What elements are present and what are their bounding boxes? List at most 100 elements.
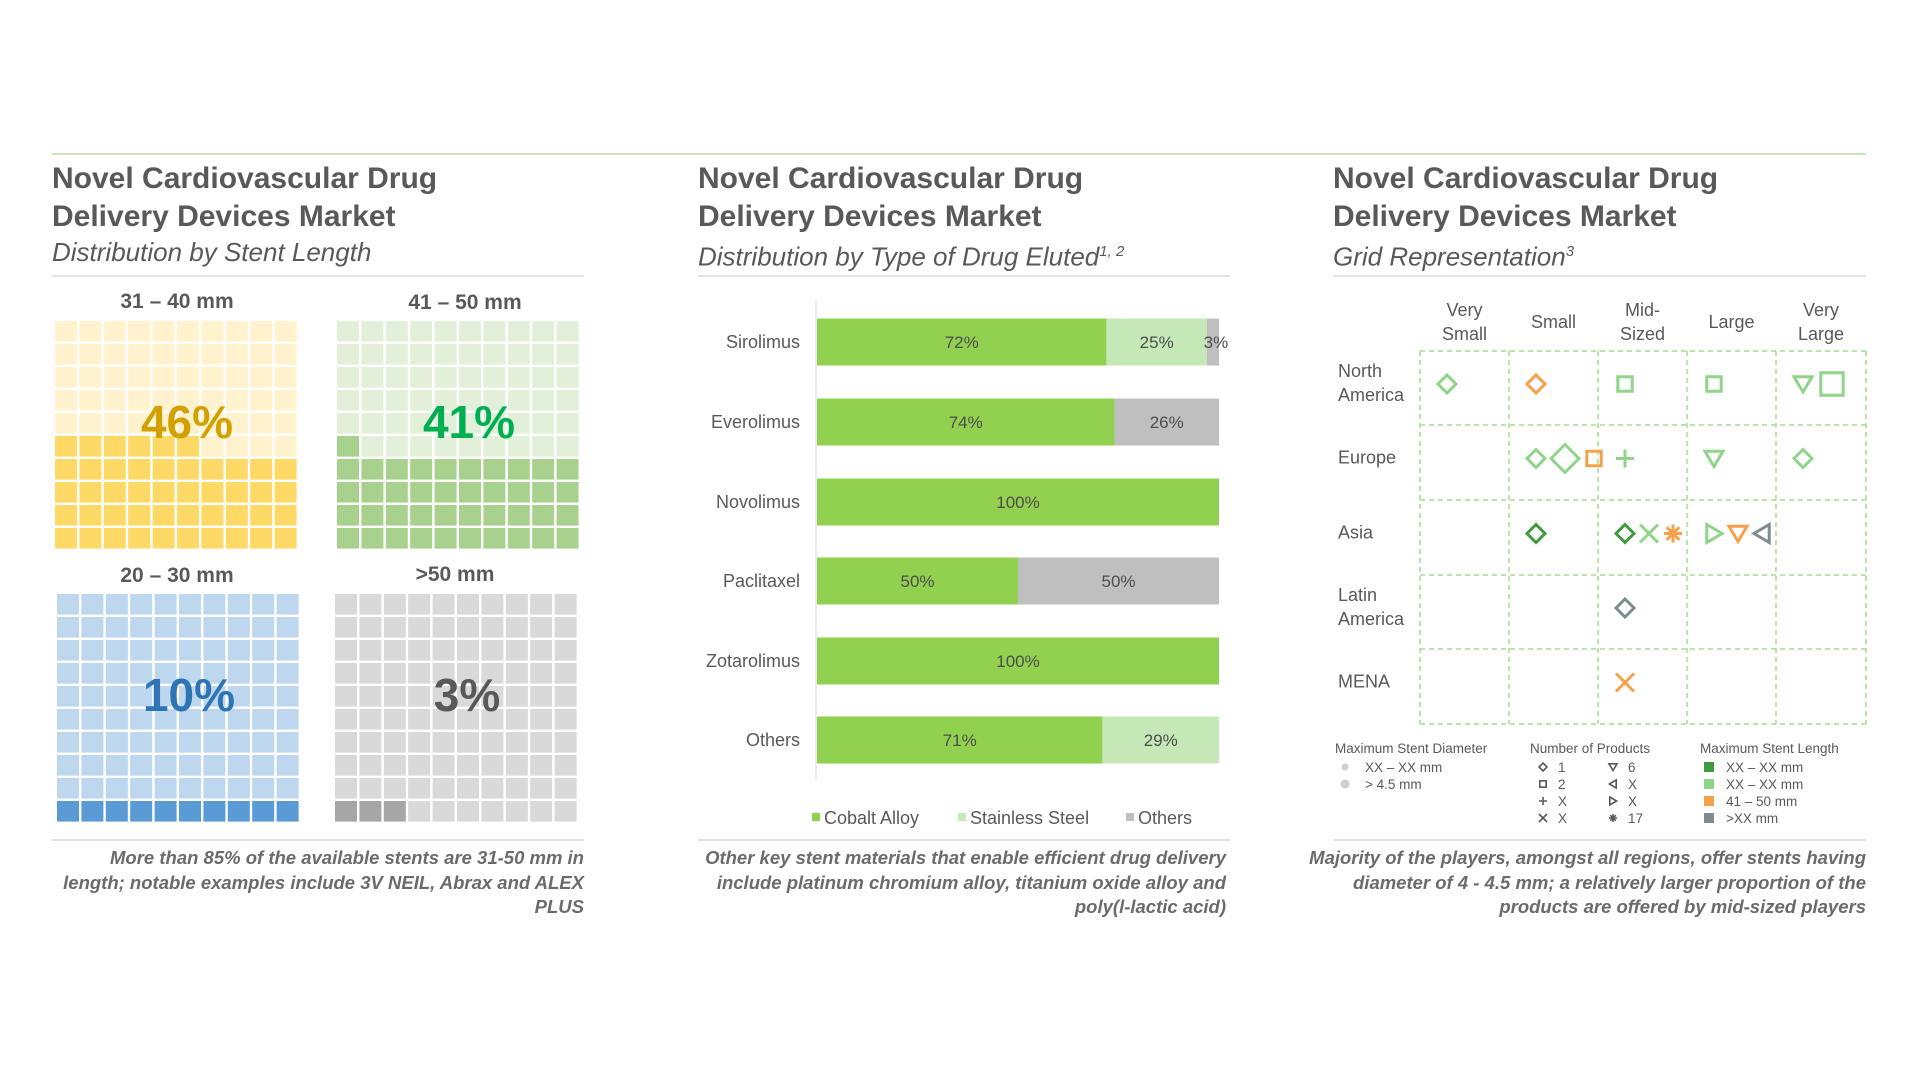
waffle-cell-filled (57, 801, 79, 822)
waffle-cell-filled (128, 459, 151, 480)
waffle-cell-empty (177, 321, 199, 342)
waffle-cell-empty (337, 390, 359, 411)
waffle-cell-empty (225, 413, 248, 434)
waffle-cell-empty (152, 321, 175, 342)
square-icon (1616, 375, 1634, 393)
waffle-cell-empty (103, 344, 126, 365)
waffle-cell-empty (79, 413, 102, 434)
grid-cell (1705, 375, 1723, 393)
grid-cell (1705, 521, 1771, 546)
waffle-cell-empty (530, 709, 553, 730)
waffle-cell-empty (55, 344, 77, 365)
waffle-cell-filled (55, 459, 77, 480)
waffle-cell-empty (459, 321, 481, 342)
waffle-cell-empty (179, 617, 201, 638)
column-header: Very Large (1798, 300, 1844, 344)
waffle-cell-empty (385, 436, 408, 457)
waffle-cell-empty (55, 413, 77, 434)
waffle-cell-empty (105, 778, 128, 799)
legend-item: Cobalt Alloy (812, 808, 919, 828)
waffle-cell-empty (154, 617, 177, 638)
waffle-cell-empty (554, 617, 577, 638)
waffle-cell-filled (177, 505, 199, 526)
waffle-cell-empty (227, 709, 250, 730)
footnote-ref: 1, 2 (1099, 243, 1125, 260)
waffle-cell-empty (432, 755, 455, 776)
waffle-cell-filled (79, 528, 102, 549)
waffle-cell-empty (457, 778, 479, 799)
waffle-cell-filled (385, 505, 408, 526)
waffle-cell-empty (457, 663, 479, 684)
waffle-cell-filled (177, 459, 199, 480)
waffle-cell-empty (128, 344, 151, 365)
legend-label: Others (1138, 808, 1192, 828)
waffle-cell-filled (385, 528, 408, 549)
waffle-cell-filled (79, 482, 102, 503)
waffle-cell-empty (507, 367, 530, 388)
waffle-cell-empty (335, 686, 357, 707)
waffle-cell-empty (481, 801, 504, 822)
waffle-cell-empty (152, 413, 175, 434)
waffle-cell-filled (154, 801, 177, 822)
bar-segment (817, 318, 1107, 366)
circle-icon (1340, 779, 1350, 789)
waffle-cell-filled (274, 482, 297, 503)
subtitle-text: Grid Representation (1333, 241, 1566, 272)
legend-label: X (1628, 794, 1637, 809)
waffle-cell-empty (128, 413, 151, 434)
waffle-cell-empty (252, 640, 275, 661)
column-header: Small (1531, 312, 1576, 332)
waffle-cell-empty (335, 732, 357, 753)
waffle-cell-empty (530, 778, 553, 799)
waffle-cell-empty (154, 686, 177, 707)
title-line-2: Delivery Devices Market (52, 200, 396, 233)
waffle-cell-empty (225, 367, 248, 388)
waffle-cell-empty (556, 390, 579, 411)
waffle-cell-empty (130, 640, 153, 661)
waffle-cell-empty (359, 663, 382, 684)
diamond-icon (1524, 447, 1548, 470)
waffle-cell-empty (203, 686, 226, 707)
legend-swatch (1704, 796, 1714, 806)
bar-segment (817, 716, 1103, 764)
waffle-cell-empty (507, 390, 530, 411)
legend-title: Number of Products (1530, 741, 1650, 756)
waffle-cell-empty (276, 755, 299, 776)
waffle-cell-empty (383, 686, 406, 707)
waffle-cell-empty (554, 663, 577, 684)
waffle-cell-filled (250, 482, 273, 503)
data-label: 100% (996, 652, 1039, 671)
waffle-cell-empty (554, 732, 577, 753)
waffle-cell-empty (201, 367, 224, 388)
waffle-cell-filled (274, 505, 297, 526)
waffle-cell-filled (410, 505, 433, 526)
waffle-cell-empty (105, 732, 128, 753)
legend-swatch (1704, 779, 1714, 789)
waffle-cell-filled (103, 482, 126, 503)
waffle-cell-empty (556, 413, 579, 434)
waffle-cell-empty (432, 709, 455, 730)
waffle-cell-filled (532, 482, 555, 503)
waffle-cell-empty (105, 686, 128, 707)
waffle-cell-empty (361, 436, 384, 457)
legend-label: 1 (1558, 760, 1566, 775)
waffle-label: 31 – 40 mm (120, 290, 233, 313)
waffle-cell-filled (337, 505, 359, 526)
waffle-cell-filled (556, 528, 579, 549)
waffle-cell-filled (337, 528, 359, 549)
waffle-cell-empty (276, 686, 299, 707)
waffle-cell-empty (250, 344, 273, 365)
waffle-cell-empty (105, 594, 128, 615)
waffle-cell-empty (250, 390, 273, 411)
waffle-cell-empty (507, 413, 530, 434)
data-label: 50% (1101, 572, 1135, 591)
waffle-cell-filled (459, 528, 481, 549)
waffle-cell-empty (276, 732, 299, 753)
data-label: 71% (943, 731, 977, 750)
waffle-cell-empty (179, 663, 201, 684)
waffle-cell-empty (385, 344, 408, 365)
waffle-label: 20 – 30 mm (120, 564, 233, 587)
waffle-cell-empty (383, 709, 406, 730)
waffle-cell-empty (81, 617, 104, 638)
waffle-cell-filled (434, 528, 457, 549)
